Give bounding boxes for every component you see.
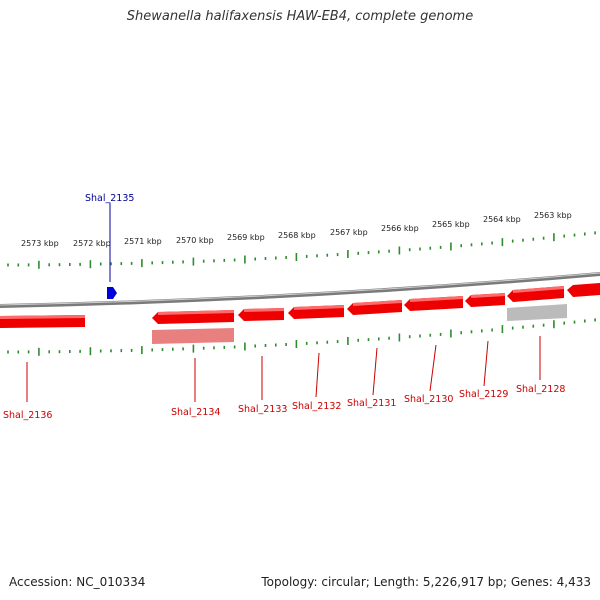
- gene-highlight: [294, 305, 344, 310]
- gene-highlight: [471, 293, 505, 298]
- scale-labels: 2573 kbp 2572 kbp 2571 kbp 2570 kbp 2569…: [21, 211, 572, 248]
- kbp-label: 2564 kbp: [483, 215, 521, 224]
- gene-label-shal-2130[interactable]: Shal_2130: [404, 394, 453, 405]
- kbp-label: 2563 kbp: [534, 211, 572, 220]
- feature-grey-block[interactable]: [507, 304, 567, 321]
- connector-line: [483, 340, 489, 387]
- kbp-label: 2568 kbp: [278, 231, 316, 240]
- scale-ticks-top: [7, 231, 596, 269]
- feature-pink-block[interactable]: [152, 328, 234, 344]
- gene-labels: Shal_2135 Shal_2136 Shal_2134 Shal_2133 …: [3, 193, 565, 421]
- gene-label-shal-2129[interactable]: Shal_2129: [459, 389, 508, 400]
- scale-ticks-bottom: [7, 318, 596, 356]
- gene-label-shal-2131[interactable]: Shal_2131: [347, 398, 396, 409]
- gene-label-shal-2128[interactable]: Shal_2128: [516, 384, 565, 395]
- gene-shal-2135-feature[interactable]: [107, 287, 117, 299]
- genome-stats: Topology: circular; Length: 5,226,917 bp…: [261, 575, 591, 589]
- gene-label-shal-2132[interactable]: Shal_2132: [292, 401, 341, 412]
- kbp-label: 2567 kbp: [330, 228, 368, 237]
- gene-highlight: [353, 300, 402, 306]
- kbp-label: 2570 kbp: [176, 236, 214, 245]
- gene-label-shal-2135[interactable]: Shal_2135: [85, 193, 134, 204]
- kbp-label: 2572 kbp: [73, 239, 111, 248]
- minus-strand-genes: [0, 283, 600, 328]
- gene-highlight: [158, 310, 234, 315]
- gene-highlight: [0, 315, 85, 319]
- kbp-label: 2565 kbp: [432, 220, 470, 229]
- gene-label-shal-2136[interactable]: Shal_2136: [3, 410, 52, 421]
- gene-label-shal-2134[interactable]: Shal_2134: [171, 407, 220, 418]
- gene-label-shal-2133[interactable]: Shal_2133: [238, 404, 287, 415]
- label-connectors: [26, 203, 541, 402]
- accession-label: Accession: NC_010334: [9, 575, 146, 589]
- kbp-label: 2566 kbp: [381, 224, 419, 233]
- kbp-label: 2571 kbp: [124, 237, 162, 246]
- kbp-label: 2569 kbp: [227, 233, 265, 242]
- kbp-label: 2573 kbp: [21, 239, 59, 248]
- gene-highlight: [244, 308, 284, 312]
- gene-highlight: [410, 296, 463, 302]
- connector-line: [429, 344, 437, 392]
- gene-highlight: [513, 286, 564, 293]
- connector-line: [372, 347, 378, 396]
- page-title: Shewanella halifaxensis HAW-EB4, complet…: [126, 9, 474, 24]
- genome-backbone: [0, 272, 600, 308]
- genome-backbone-highlight: [0, 272, 600, 306]
- connector-line: [315, 352, 320, 398]
- gene-next-feature[interactable]: [567, 283, 600, 297]
